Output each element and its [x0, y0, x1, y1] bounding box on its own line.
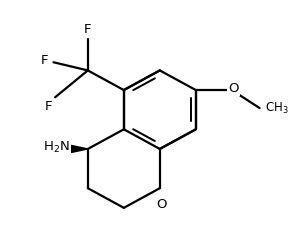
Text: CH$_3$: CH$_3$: [265, 100, 288, 116]
Text: F: F: [41, 54, 49, 67]
Polygon shape: [60, 143, 88, 155]
Text: O: O: [156, 198, 167, 211]
Text: O: O: [228, 82, 239, 95]
Text: H$_2$N: H$_2$N: [43, 140, 70, 155]
Text: F: F: [44, 100, 52, 113]
Text: F: F: [84, 23, 92, 36]
